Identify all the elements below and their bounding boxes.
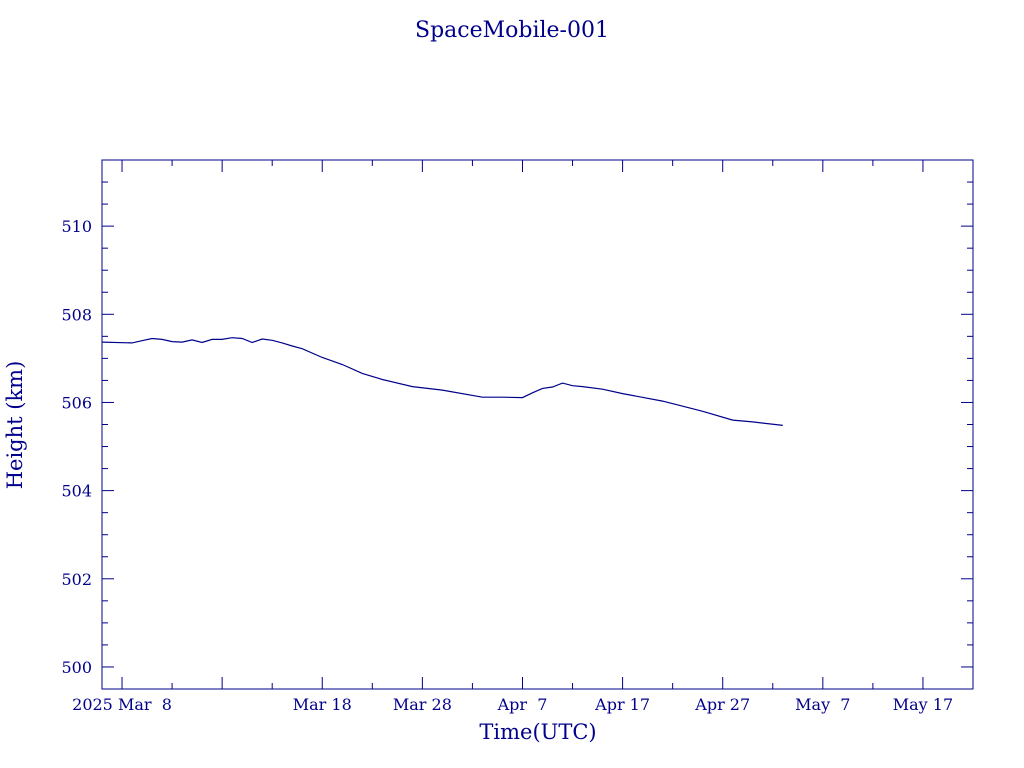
height-series-line xyxy=(101,337,783,426)
x-tick-label: May 7 xyxy=(795,695,850,714)
chart-title: SpaceMobile-001 xyxy=(415,18,609,43)
y-tick-label: 510 xyxy=(61,217,92,236)
x-tick-label: Apr 7 xyxy=(497,695,548,714)
x-ticks xyxy=(121,160,974,689)
x-tick-label: May 17 xyxy=(893,695,953,714)
y-tick-label: 500 xyxy=(61,658,92,677)
x-tick-label: Mar 18 xyxy=(293,695,352,714)
x-tick-label: Apr 27 xyxy=(694,695,750,714)
y-tick-label: 506 xyxy=(61,393,92,412)
x-tick-label: Mar 28 xyxy=(393,695,452,714)
y-tick-label: 504 xyxy=(61,482,92,501)
x-tick-label: Apr 17 xyxy=(594,695,650,714)
plot-frame xyxy=(101,159,974,690)
y-axis-title: Height (km) xyxy=(3,361,27,490)
y-tick-labels: 500 502 504 506 508 510 xyxy=(61,217,92,677)
x-axis-title: Time(UTC) xyxy=(479,720,596,744)
y-tick-label: 502 xyxy=(61,570,92,589)
x-tick-labels: 2025 Mar 8 Mar 18 Mar 28 Apr 7 Apr 17 Apr 27 M… xyxy=(72,695,953,714)
y-tick-label: 508 xyxy=(61,305,92,324)
x-tick-label: 2025 Mar 8 xyxy=(72,695,172,714)
y-ticks xyxy=(102,159,973,690)
